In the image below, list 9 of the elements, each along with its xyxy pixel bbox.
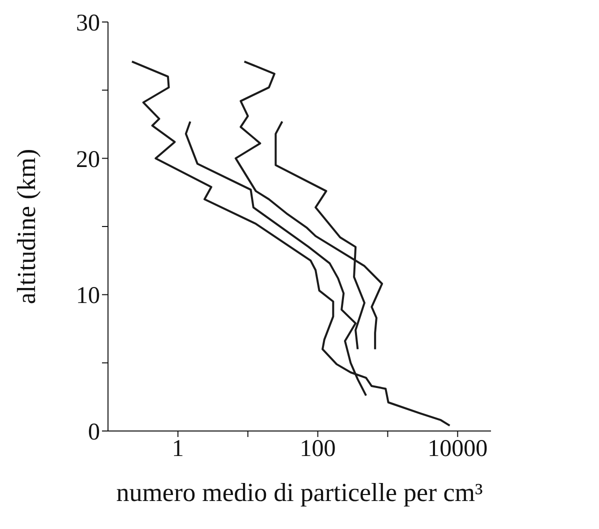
x-tick-label: 1 (172, 436, 184, 462)
y-tick-label: 30 (76, 10, 100, 37)
y-tick-label: 20 (76, 146, 100, 173)
x-tick-label: 100 (300, 436, 336, 462)
x-axis-title: numero medio di particelle per cm³ (116, 478, 484, 507)
y-axis-title: altitudine (km) (12, 148, 42, 304)
y-tick-label: 0 (88, 420, 100, 446)
x-tick-label: 10000 (428, 436, 488, 462)
y-tick-label: 10 (76, 283, 100, 310)
